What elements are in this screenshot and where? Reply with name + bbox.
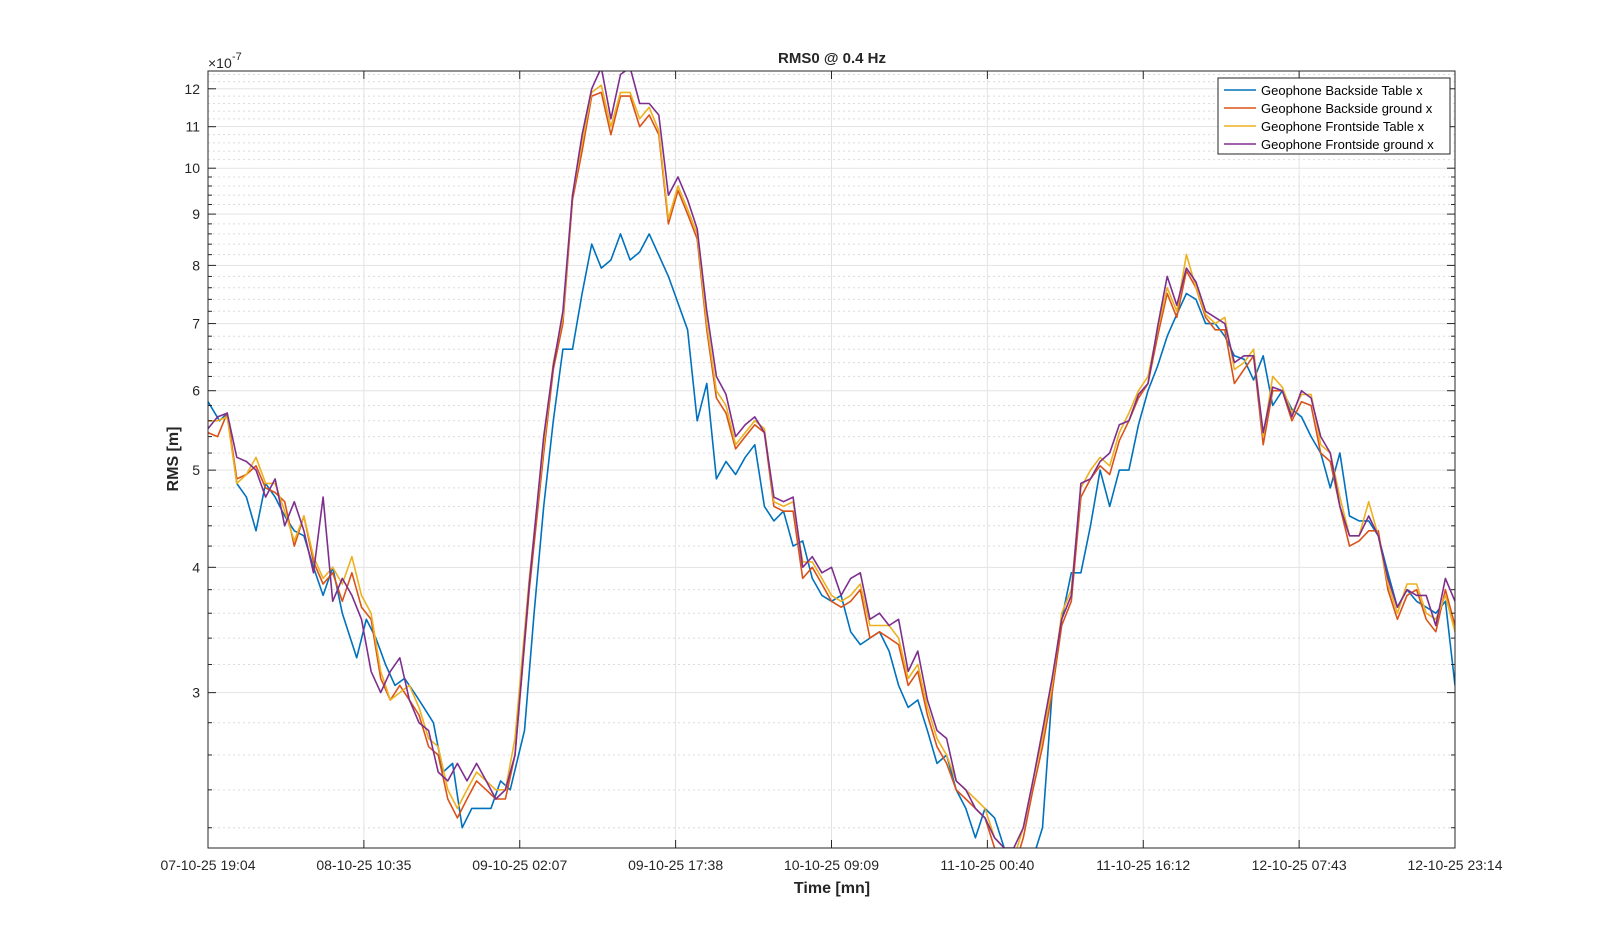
- x-tick-label: 11-10-25 00:40: [940, 857, 1034, 873]
- legend-entry: Geophone Backside Table x: [1261, 83, 1423, 98]
- x-tick-label: 08-10-25 10:35: [316, 857, 411, 873]
- axis-ticks: 3 4 5 6 7 8 9 10 11 12 07-10-25 19:04 08-10-25 10:3…: [161, 71, 1503, 873]
- x-tick-label: 09-10-25 02:07: [472, 857, 567, 873]
- chart-title: RMS0 @ 0.4 Hz: [778, 50, 886, 67]
- x-tick-label: 09-10-25 17:38: [628, 857, 723, 873]
- series-layer: [208, 71, 1455, 848]
- y-tick-label: 8: [192, 257, 200, 273]
- x-axis-label: Time [mn]: [794, 880, 870, 897]
- y-axis-label: RMS [m]: [165, 427, 182, 492]
- y-tick-label: 9: [192, 206, 200, 222]
- legend-entry: Geophone Backside ground x: [1261, 101, 1433, 116]
- x-tick-label: 10-10-25 09:09: [784, 857, 879, 873]
- x-tick-label: 11-10-25 16:12: [1096, 857, 1190, 873]
- legend-entry: Geophone Frontside ground x: [1261, 137, 1434, 152]
- y-tick-label: 12: [184, 81, 200, 97]
- series-line: [208, 233, 1455, 848]
- y-tick-label: 10: [184, 160, 200, 176]
- x-tick-label: 07-10-25 19:04: [161, 857, 256, 873]
- y-tick-label: 11: [185, 119, 200, 135]
- y-exponent: -7: [232, 51, 242, 63]
- legend-entry: Geophone Frontside Table x: [1261, 119, 1425, 134]
- y-tick-label: 5: [192, 462, 200, 478]
- y-tick-label: 6: [192, 383, 200, 399]
- series-line: [208, 71, 1455, 848]
- legend-box: [1217, 77, 1451, 155]
- y-multiplier: ×10: [208, 55, 232, 71]
- x-tick-label: 12-10-25 07:43: [1252, 857, 1347, 873]
- series-line: [208, 91, 1455, 848]
- y-tick-label: 4: [192, 559, 200, 575]
- legend: Geophone Backside Table x Geophone Backsi…: [1217, 77, 1451, 155]
- y-tick-label: 7: [192, 316, 200, 332]
- y-exponent-label: ×10 -7: [208, 51, 242, 71]
- x-tick-label: 12-10-25 23:14: [1408, 857, 1503, 873]
- y-tick-label: 3: [192, 685, 200, 701]
